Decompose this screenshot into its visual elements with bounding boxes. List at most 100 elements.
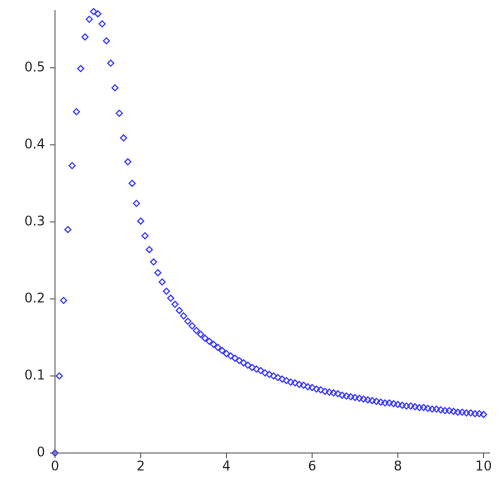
y-tick-label: 0 xyxy=(37,446,45,461)
point xyxy=(436,406,445,414)
y-tick-label: 0.3 xyxy=(24,214,45,229)
point xyxy=(115,109,124,118)
point xyxy=(346,392,355,401)
point xyxy=(136,217,145,225)
y-tick-label: 0.1 xyxy=(24,368,45,383)
point xyxy=(406,402,415,410)
point xyxy=(351,393,359,402)
y-tick-label: 0.4 xyxy=(24,137,45,152)
x-tick-label: 6 xyxy=(308,460,316,475)
point xyxy=(282,376,291,385)
point xyxy=(209,340,218,349)
x-tick-label: 8 xyxy=(394,460,402,475)
point xyxy=(372,397,381,406)
point xyxy=(256,366,265,375)
point xyxy=(154,268,162,277)
point xyxy=(175,306,184,315)
point xyxy=(338,391,346,400)
point xyxy=(218,346,226,355)
point xyxy=(132,199,141,208)
point xyxy=(231,354,239,363)
point xyxy=(184,317,192,326)
point xyxy=(389,399,398,408)
point xyxy=(265,370,274,379)
point xyxy=(308,383,316,392)
point xyxy=(188,322,196,330)
point xyxy=(261,369,269,377)
point xyxy=(89,7,98,16)
point xyxy=(286,378,295,386)
x-tick-label: 0 xyxy=(51,460,59,475)
point xyxy=(145,245,154,254)
x-tick-label: 4 xyxy=(222,460,230,475)
point xyxy=(321,387,329,396)
point xyxy=(128,179,136,188)
x-tick-label: 10 xyxy=(475,460,492,475)
point xyxy=(192,326,201,335)
point xyxy=(68,161,76,170)
point xyxy=(316,385,325,394)
point xyxy=(299,381,308,390)
point xyxy=(355,394,364,403)
point xyxy=(424,404,432,413)
point xyxy=(158,278,166,286)
point xyxy=(98,20,106,28)
point xyxy=(149,258,158,266)
point xyxy=(201,334,209,343)
point xyxy=(385,399,394,407)
x-tick-label: 2 xyxy=(137,460,145,475)
point xyxy=(394,400,402,409)
point xyxy=(419,403,428,412)
point xyxy=(179,312,188,320)
point xyxy=(222,349,231,358)
point xyxy=(111,83,119,92)
point xyxy=(278,375,286,383)
point xyxy=(51,449,59,457)
point xyxy=(166,294,175,302)
point xyxy=(368,396,376,405)
point xyxy=(102,36,111,45)
point xyxy=(334,389,342,398)
point xyxy=(445,406,454,415)
point xyxy=(85,15,94,24)
point xyxy=(411,402,419,411)
point xyxy=(81,33,89,41)
point xyxy=(291,379,299,387)
point xyxy=(64,225,72,234)
point xyxy=(59,296,68,305)
point xyxy=(239,359,248,367)
point xyxy=(274,373,282,382)
point xyxy=(72,107,81,116)
point xyxy=(141,231,149,240)
point xyxy=(214,343,222,352)
point xyxy=(196,330,205,339)
point xyxy=(295,380,304,389)
point xyxy=(479,410,488,419)
point xyxy=(226,352,235,360)
point xyxy=(449,407,458,416)
point xyxy=(76,64,85,73)
point xyxy=(244,361,252,370)
point xyxy=(475,409,484,418)
point xyxy=(364,395,372,404)
point xyxy=(466,409,475,417)
point xyxy=(329,389,338,397)
point xyxy=(304,382,312,391)
point xyxy=(162,287,171,296)
point xyxy=(124,157,132,166)
point xyxy=(55,372,64,380)
point xyxy=(94,10,102,18)
point xyxy=(359,395,368,403)
point xyxy=(342,392,351,400)
point xyxy=(252,365,261,373)
point xyxy=(312,385,321,393)
point xyxy=(119,134,128,142)
point xyxy=(171,300,179,309)
point xyxy=(398,401,406,410)
point xyxy=(376,398,385,406)
point xyxy=(458,408,466,417)
y-tick-label: 0.5 xyxy=(24,60,45,75)
point xyxy=(269,372,278,380)
point xyxy=(248,363,256,372)
